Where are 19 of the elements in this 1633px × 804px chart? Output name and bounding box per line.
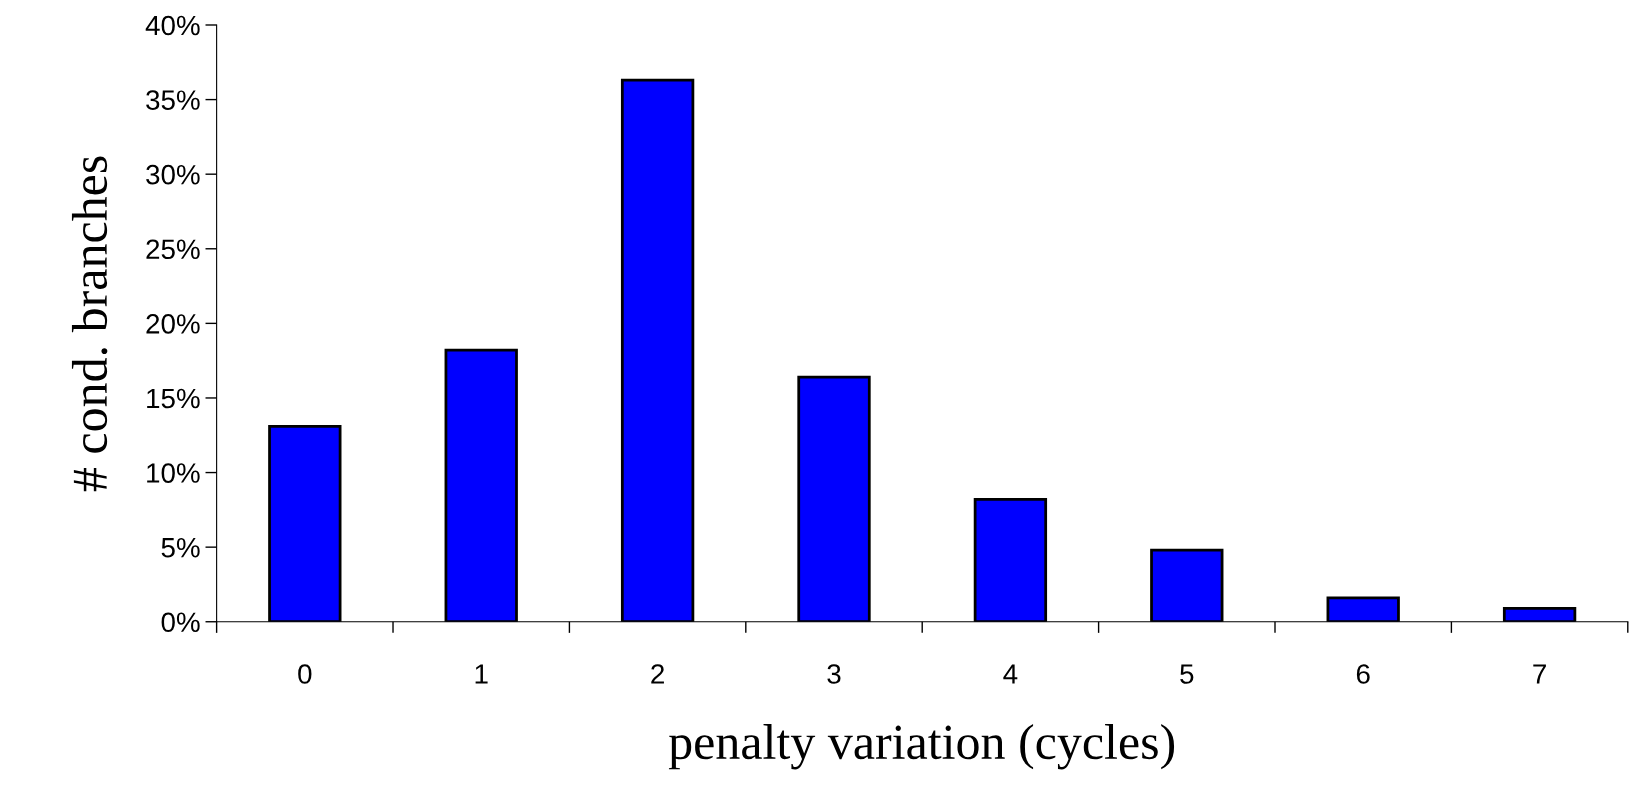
x-tick-label: 3 <box>827 664 841 684</box>
x-tick-label: 0 <box>298 664 312 684</box>
x-tick-label: 4 <box>1003 664 1018 684</box>
y-tick-label: 30% <box>146 164 200 185</box>
x-tick-label: 5 <box>1180 664 1194 684</box>
y-tick-label: 0% <box>161 612 200 633</box>
y-tick-label: 40% <box>145 15 200 36</box>
x-tick-label: 1 <box>475 664 488 684</box>
y-tick-label: 25% <box>146 239 200 260</box>
x-tick-label: 7 <box>1533 664 1546 684</box>
y-tick-label: 35% <box>146 90 200 110</box>
x-axis-title: penalty variation (cycles) <box>668 724 1175 770</box>
y-tick-label: 20% <box>146 314 200 334</box>
x-tick-label: 2 <box>651 664 664 684</box>
y-tick-label: 10% <box>147 463 200 483</box>
x-tick-label: 6 <box>1356 664 1370 684</box>
y-tick-label: 15% <box>147 388 200 409</box>
y-tick-label: 5% <box>161 537 200 558</box>
y-axis-title: # cond. branches <box>71 156 108 492</box>
